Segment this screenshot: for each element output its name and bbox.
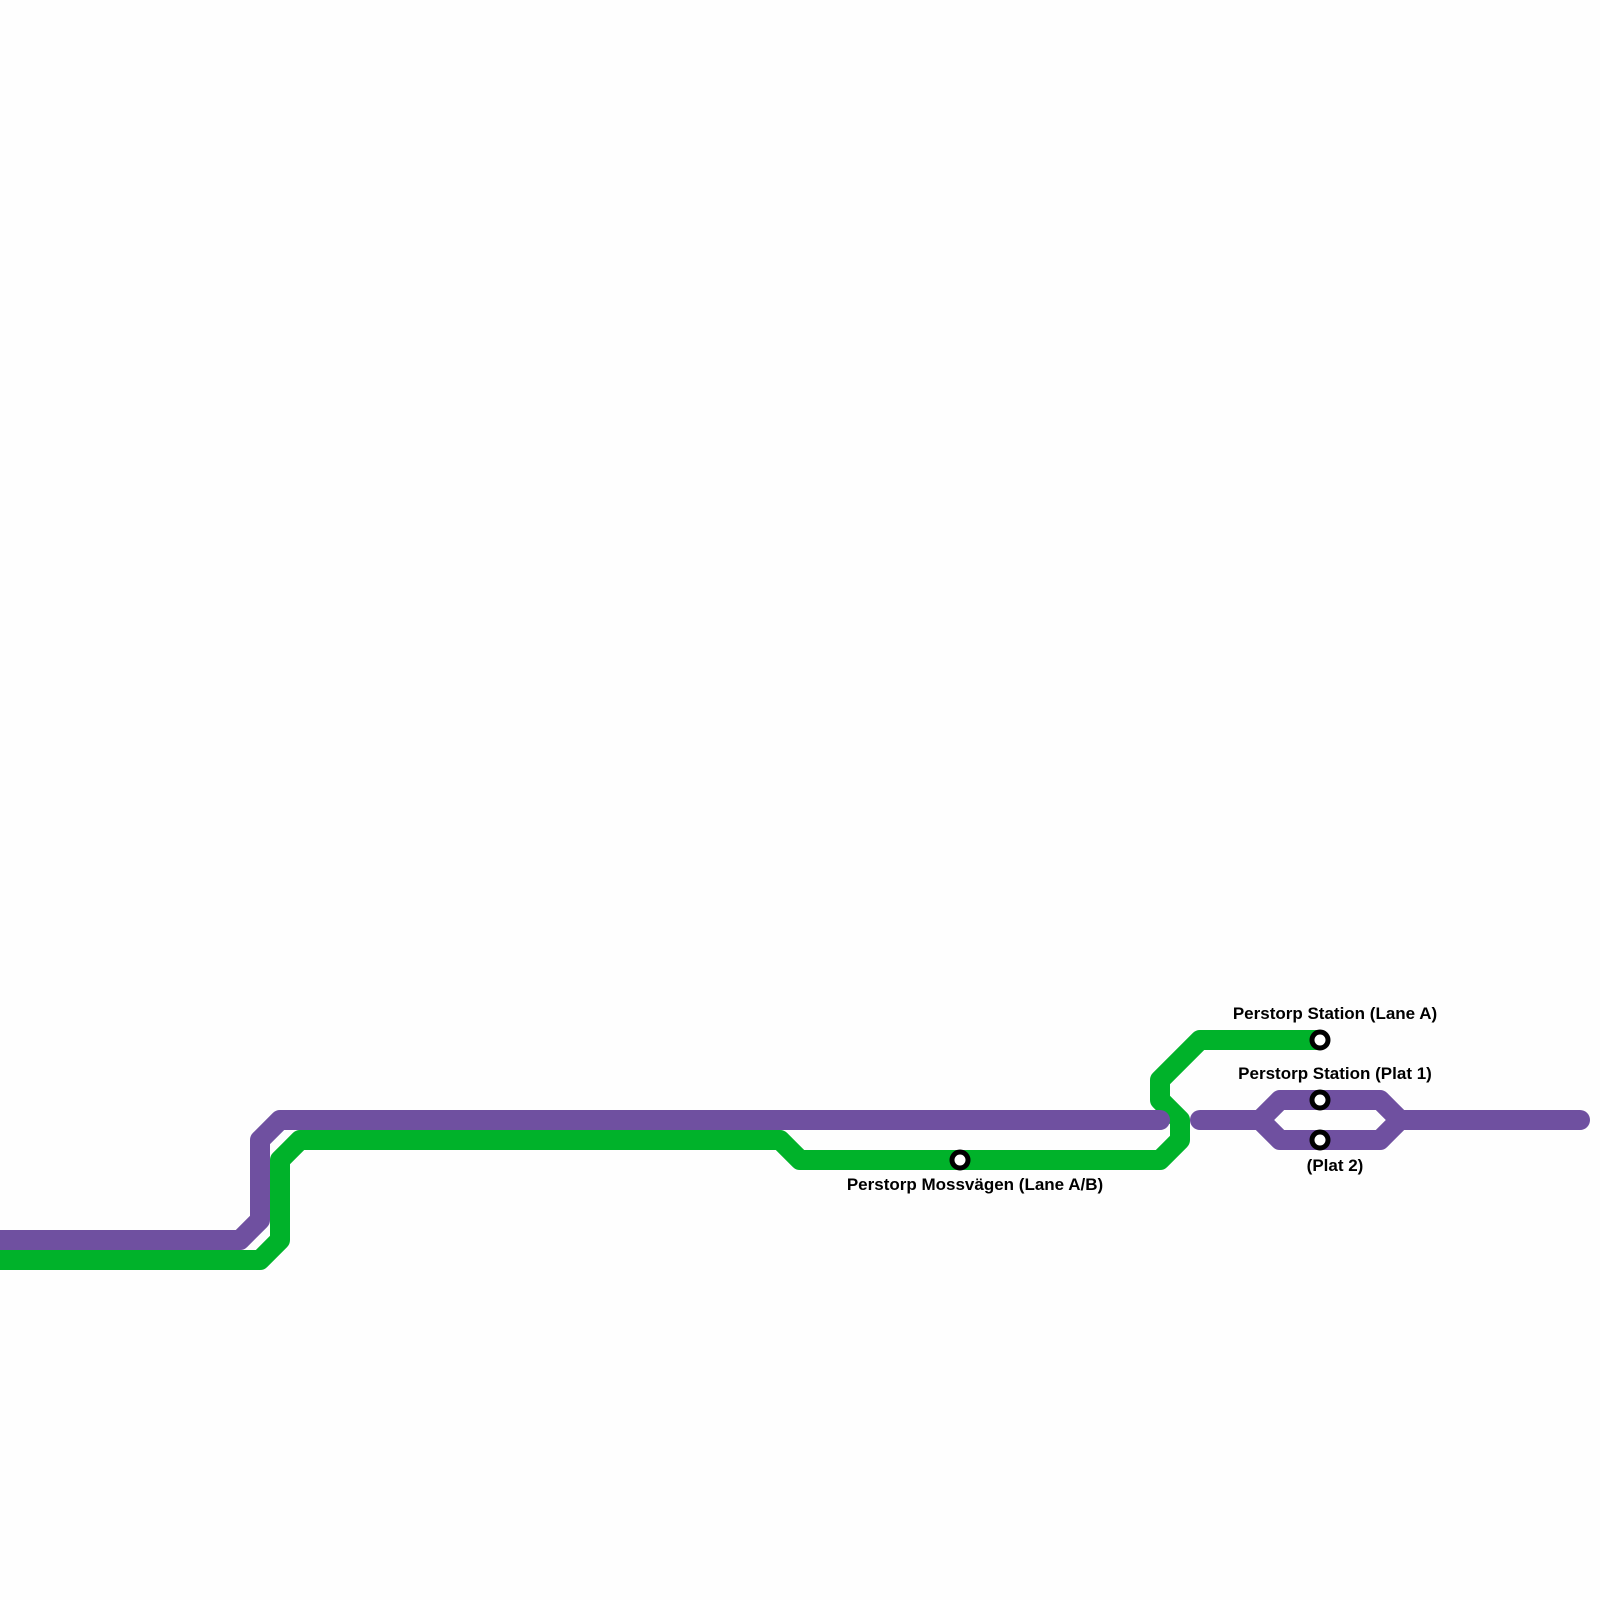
station-marker-lane-a[interactable]: [1309, 1029, 1331, 1051]
station-label-mossvagen: Perstorp Mossvägen (Lane A/B): [847, 1175, 1103, 1194]
purple-line-east: [1190, 1090, 1590, 1150]
purple-line-west: [0, 1110, 1170, 1250]
station-marker-plat1[interactable]: [1309, 1089, 1331, 1111]
green-line: [0, 1030, 1330, 1270]
station-label-lane-a: Perstorp Station (Lane A): [1233, 1004, 1437, 1023]
station-label-plat2: (Plat 2): [1307, 1156, 1364, 1175]
station-marker-plat2[interactable]: [1309, 1129, 1331, 1151]
station-marker-mossvagen[interactable]: [949, 1149, 971, 1171]
station-label-plat1: Perstorp Station (Plat 1): [1238, 1064, 1432, 1083]
